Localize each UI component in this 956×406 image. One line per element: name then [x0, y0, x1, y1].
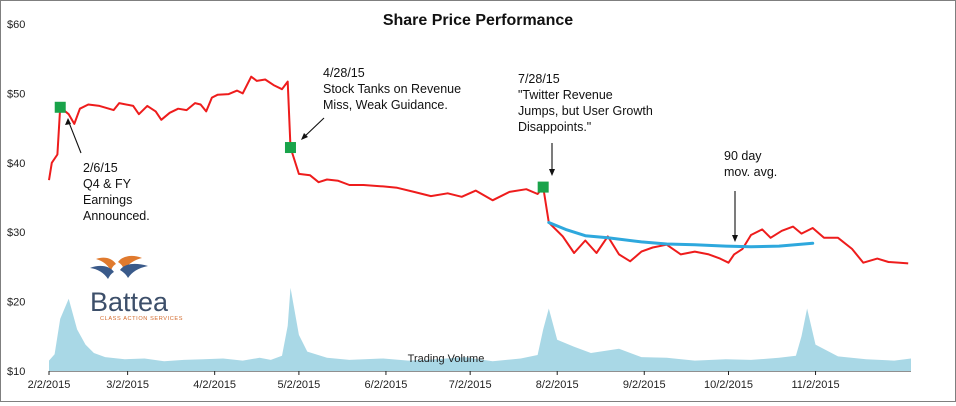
logo-wordmark: Battea: [90, 287, 169, 317]
arrow-earnings: [67, 119, 82, 154]
trading-volume-label: Trading Volume: [408, 353, 485, 365]
logo-swoosh-blue: [120, 263, 148, 278]
x-tick-label: 3/2/2015: [106, 379, 149, 391]
annotation-twitter-revenue: 7/28/15 "Twitter Revenue Jumps, but User…: [518, 72, 656, 134]
annotation-arrows: [65, 117, 738, 242]
annotation-twitter-revenue-line-3: Jumps, but User Growth: [518, 104, 653, 118]
y-axis: $10 $20 $30 $40 $50 $60: [7, 19, 25, 378]
y-tick-label: $60: [7, 19, 25, 31]
annotation-moving-average: 90 day mov. avg.: [724, 149, 777, 179]
x-tick-label: 8/2/2015: [536, 379, 579, 391]
event-marker: [54, 101, 66, 113]
annotation-earnings-line-4: Announced.: [83, 209, 150, 223]
x-tick-label: 6/2/2015: [365, 379, 408, 391]
annotation-revenue-miss-line-2: Stock Tanks on Revenue: [323, 82, 461, 96]
x-tick-label: 9/2/2015: [623, 379, 666, 391]
share-price-line: [48, 75, 909, 265]
x-tick-label: 4/2/2015: [193, 379, 236, 391]
annotation-earnings-line-3: Earnings: [83, 193, 132, 207]
arrowhead-moving-average: [732, 235, 738, 242]
annotation-earnings-line-2: Q4 & FY: [83, 177, 132, 191]
moving-average-line: [547, 221, 815, 249]
arrow-revenue-miss: [302, 117, 325, 139]
y-tick-label: $50: [7, 88, 25, 100]
x-tick-label: 11/2/2015: [791, 379, 839, 391]
event-marker: [537, 181, 549, 193]
x-tick-label: 5/2/2015: [277, 379, 320, 391]
event-markers: [54, 101, 549, 193]
chart-title: Share Price Performance: [383, 12, 573, 29]
x-tick-label: 7/2/2015: [449, 379, 492, 391]
x-axis: 2/2/2015 3/2/2015 4/2/2015 5/2/2015 6/2/2015…: [28, 371, 840, 391]
battea-logo: Battea CLASS ACTION SERVICES: [90, 255, 183, 322]
annotation-moving-average-line-2: mov. avg.: [724, 165, 777, 179]
y-tick-label: $30: [7, 227, 25, 239]
annotation-revenue-miss: 4/28/15 Stock Tanks on Revenue Miss, Wea…: [323, 66, 465, 112]
x-tick-label: 10/2/2015: [704, 379, 753, 391]
trading-volume-area: [49, 287, 911, 371]
logo-swoosh-left-blue: [90, 265, 114, 279]
logo-swoosh-left-orange: [96, 257, 116, 271]
arrowhead-revenue-miss: [301, 133, 308, 140]
logo-tagline: CLASS ACTION SERVICES: [100, 316, 183, 322]
annotation-twitter-revenue-line-4: Disappoints.": [518, 120, 591, 134]
x-tick-label: 2/2/2015: [28, 379, 71, 391]
annotation-earnings-line-1: 2/6/15: [83, 161, 118, 175]
annotation-revenue-miss-line-1: 4/28/15: [323, 66, 365, 80]
arrowhead-earnings: [65, 118, 71, 125]
annotation-moving-average-line-1: 90 day: [724, 149, 762, 163]
annotation-twitter-revenue-line-2: "Twitter Revenue: [518, 88, 613, 102]
annotation-twitter-revenue-line-1: 7/28/15: [518, 72, 560, 86]
y-tick-label: $20: [7, 297, 25, 309]
annotation-revenue-miss-line-3: Miss, Weak Guidance.: [323, 98, 448, 112]
event-marker: [284, 142, 296, 154]
arrowhead-twitter-revenue: [549, 169, 555, 176]
annotation-earnings: 2/6/15 Q4 & FY Earnings Announced.: [83, 161, 150, 223]
y-tick-label: $10: [7, 366, 25, 378]
y-tick-label: $40: [7, 158, 25, 170]
